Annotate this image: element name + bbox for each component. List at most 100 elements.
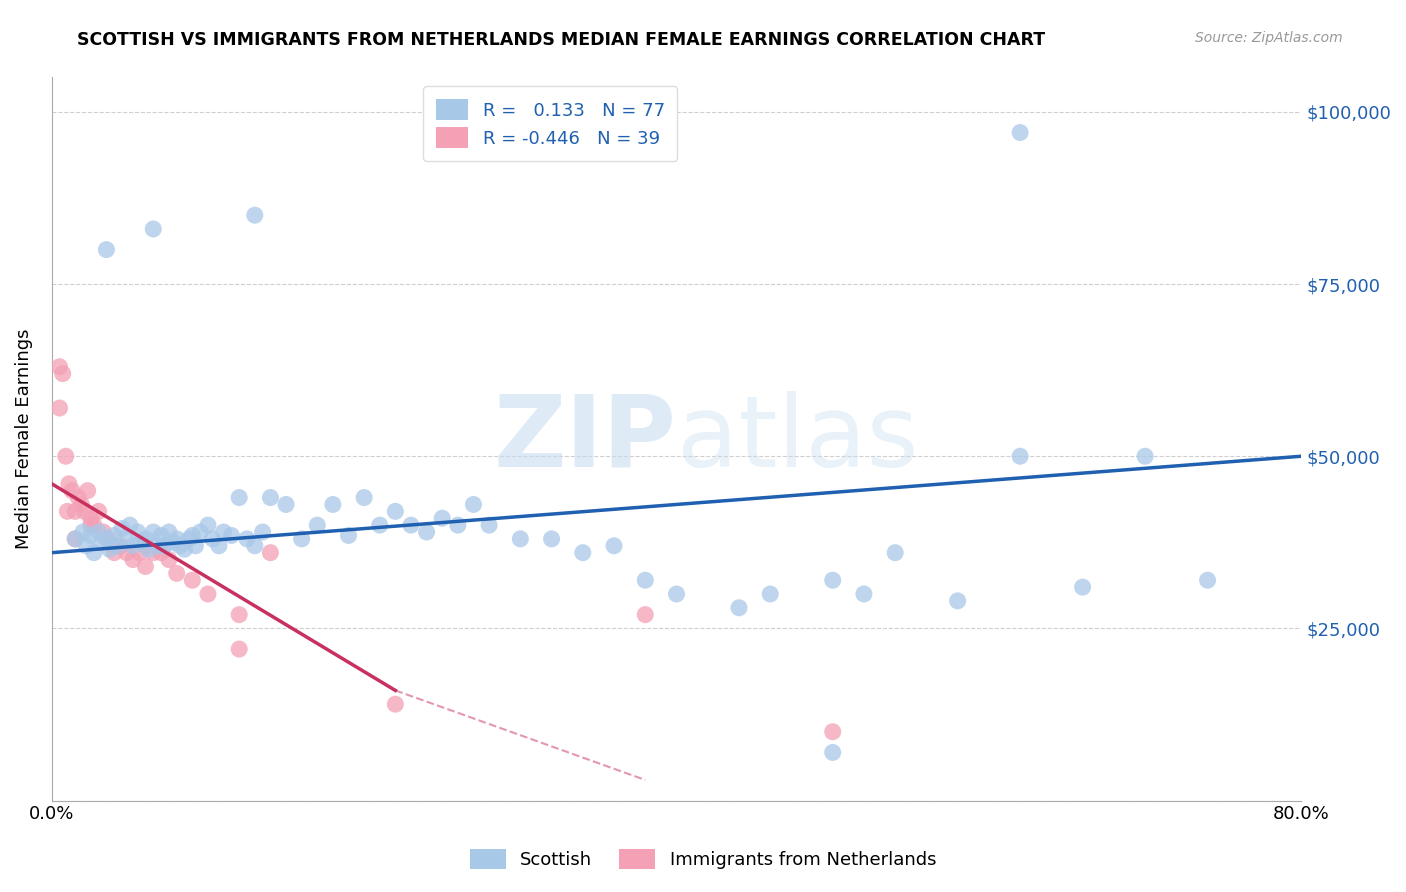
Text: Source: ZipAtlas.com: Source: ZipAtlas.com	[1195, 31, 1343, 45]
Point	[87, 524, 110, 539]
Point	[415, 524, 437, 539]
Point	[146, 539, 169, 553]
Point	[884, 546, 907, 560]
Point	[122, 539, 145, 553]
Point	[463, 498, 485, 512]
Point	[98, 542, 121, 557]
Legend: R =   0.133   N = 77, R = -0.446   N = 39: R = 0.133 N = 77, R = -0.446 N = 39	[423, 87, 678, 161]
Point	[63, 532, 86, 546]
Point	[56, 504, 79, 518]
Point	[96, 243, 118, 257]
Point	[179, 532, 201, 546]
Point	[307, 518, 329, 533]
Legend: Scottish, Immigrants from Netherlands: Scottish, Immigrants from Netherlands	[461, 839, 945, 879]
Point	[115, 546, 138, 560]
Point	[91, 524, 114, 539]
Point	[759, 587, 782, 601]
Point	[1010, 449, 1032, 463]
Point	[634, 607, 657, 622]
Point	[478, 518, 501, 533]
Point	[821, 573, 844, 587]
Point	[150, 528, 173, 542]
Point	[509, 532, 531, 546]
Point	[129, 535, 152, 549]
Point	[447, 518, 470, 533]
Point	[97, 532, 120, 546]
Point	[103, 539, 125, 553]
Point	[138, 542, 160, 557]
Point	[134, 539, 156, 553]
Point	[162, 535, 184, 549]
Point	[58, 476, 80, 491]
Point	[540, 532, 562, 546]
Point	[80, 518, 103, 533]
Point	[399, 518, 422, 533]
Point	[90, 535, 112, 549]
Point	[83, 546, 105, 560]
Point	[114, 532, 136, 546]
Point	[55, 449, 77, 463]
Point	[142, 222, 165, 236]
Point	[852, 587, 875, 601]
Point	[665, 587, 688, 601]
Point	[111, 522, 134, 536]
Point	[572, 546, 595, 560]
Point	[946, 594, 969, 608]
Text: ZIP: ZIP	[494, 391, 676, 488]
Point	[259, 546, 281, 560]
Text: atlas: atlas	[676, 391, 918, 488]
Point	[76, 483, 98, 498]
Point	[228, 642, 250, 657]
Point	[236, 532, 259, 546]
Point	[48, 401, 70, 415]
Point	[72, 524, 94, 539]
Point	[1071, 580, 1094, 594]
Point	[128, 546, 150, 560]
Point	[122, 552, 145, 566]
Point	[105, 539, 128, 553]
Point	[110, 539, 132, 553]
Point	[181, 528, 204, 542]
Point	[103, 528, 125, 542]
Point	[169, 539, 191, 553]
Point	[80, 528, 103, 542]
Point	[67, 491, 90, 505]
Point	[157, 552, 180, 566]
Point	[384, 504, 406, 518]
Point	[184, 539, 207, 553]
Point	[153, 539, 176, 553]
Point	[368, 518, 391, 533]
Point	[157, 524, 180, 539]
Point	[83, 518, 105, 533]
Point	[337, 528, 360, 542]
Point	[228, 491, 250, 505]
Point	[52, 367, 75, 381]
Point	[259, 491, 281, 505]
Point	[432, 511, 454, 525]
Point	[73, 504, 96, 518]
Point	[353, 491, 375, 505]
Point	[173, 542, 195, 557]
Point	[142, 546, 165, 560]
Point	[96, 532, 118, 546]
Point	[221, 528, 243, 542]
Point	[212, 524, 235, 539]
Point	[208, 539, 231, 553]
Y-axis label: Median Female Earnings: Median Female Earnings	[15, 329, 32, 549]
Point	[142, 524, 165, 539]
Point	[728, 600, 751, 615]
Point	[118, 518, 141, 533]
Point	[1010, 126, 1032, 140]
Point	[634, 573, 657, 587]
Point	[181, 573, 204, 587]
Point	[150, 546, 173, 560]
Text: SCOTTISH VS IMMIGRANTS FROM NETHERLANDS MEDIAN FEMALE EARNINGS CORRELATION CHART: SCOTTISH VS IMMIGRANTS FROM NETHERLANDS …	[77, 31, 1046, 49]
Point	[63, 504, 86, 518]
Point	[603, 539, 626, 553]
Point	[134, 559, 156, 574]
Point	[821, 746, 844, 760]
Point	[252, 524, 274, 539]
Point	[60, 483, 83, 498]
Point	[80, 511, 103, 525]
Point	[188, 524, 211, 539]
